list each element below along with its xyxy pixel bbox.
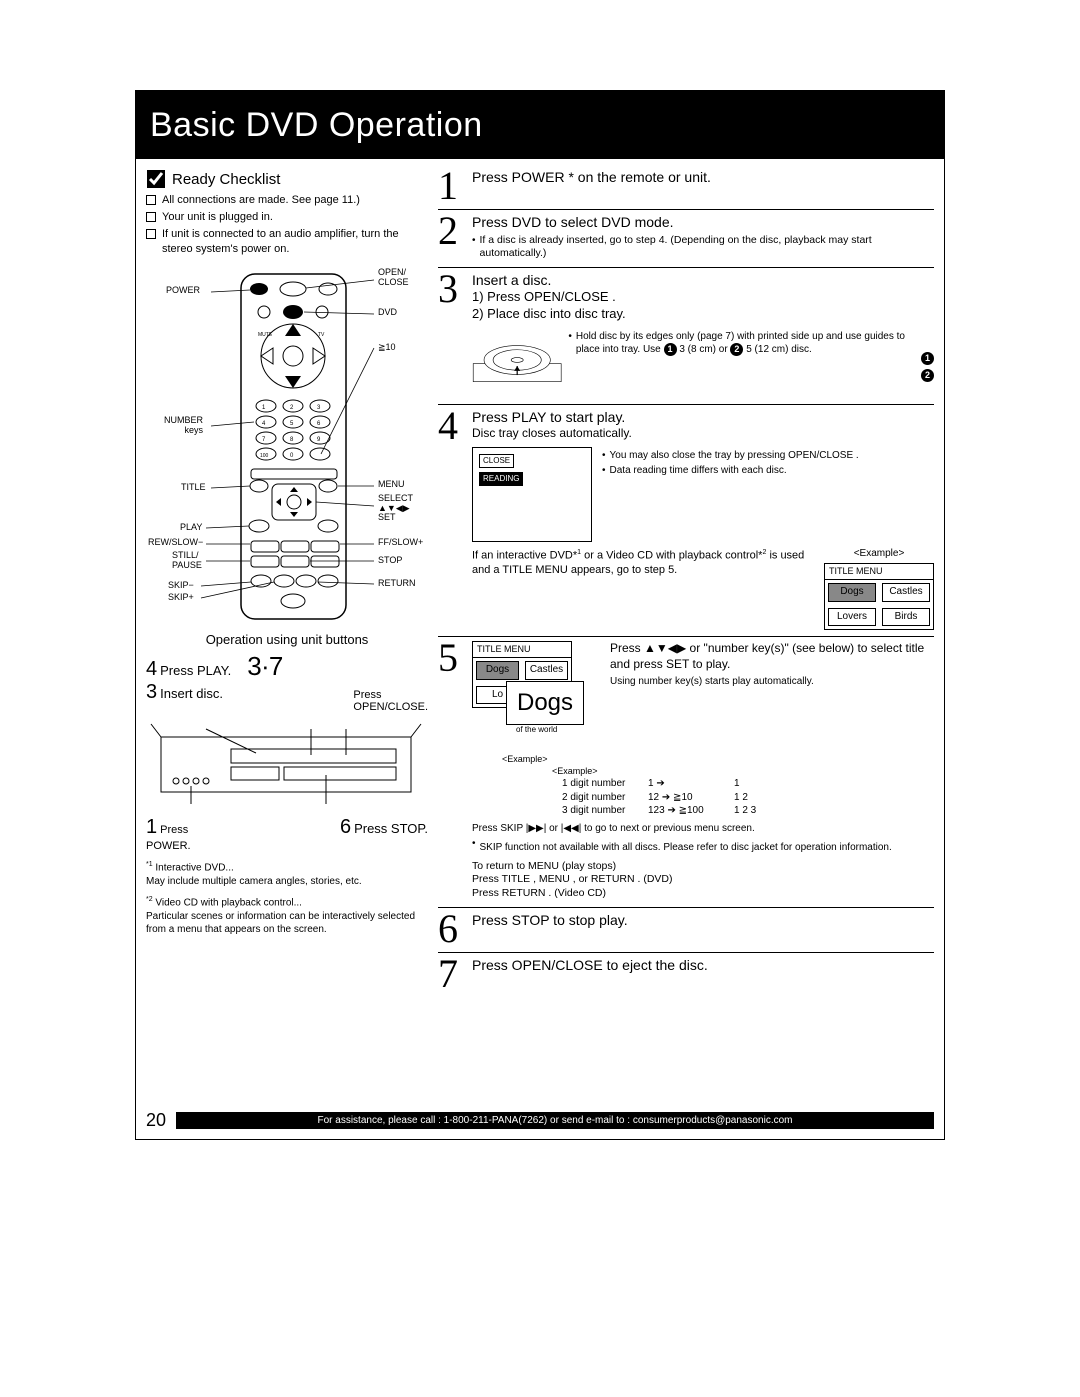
remote-label-title: TITLE: [181, 483, 206, 492]
svg-text:TV: TV: [318, 332, 325, 338]
digit-entry-example: <Example> 1 digit number1 ➔1 2 digit num…: [472, 765, 934, 818]
tv-screen-reading: CLOSE READING: [472, 447, 592, 542]
remote-label-return: RETURN: [378, 579, 416, 588]
disc-tray-diagram: Hold disc by its edges only (page 7) wit…: [472, 328, 934, 398]
checkmark-box-icon: [146, 169, 166, 189]
reading-tag: READING: [479, 472, 523, 486]
checklist-item: All connections are made. See page 11.): [146, 193, 428, 208]
footnote-2: *2 Video CD with playback control... Par…: [146, 895, 428, 937]
step5-menu-diagram: TITLE MENU Dogs Castles Lo Dogs of the w…: [472, 641, 602, 761]
remote-label-dvd: DVD: [378, 308, 397, 317]
remote-label-skip-plus: SKIP+: [168, 593, 194, 602]
checkbox-icon: [146, 212, 156, 222]
step-3: 3 Insert a disc. 1) Press OPEN/CLOSE . 2…: [438, 268, 934, 405]
remote-label-still-pause: STILL/ PAUSE: [172, 551, 202, 570]
remote-label-skip-minus: SKIP−: [168, 581, 194, 590]
checkbox-icon: [146, 229, 156, 239]
remote-label-menu: MENU: [378, 480, 405, 489]
svg-text:100: 100: [260, 453, 269, 459]
remote-label-open-close: OPEN/ CLOSE: [378, 268, 409, 287]
title-menu-example: <Example> TITLE MENU Dogs Castles Lovers…: [824, 548, 934, 630]
remote-label-stop: STOP: [378, 556, 402, 565]
remote-svg: MUTE TV 123 456 789 1000: [146, 266, 431, 626]
page-number: 20: [146, 1110, 166, 1131]
ready-checklist-heading: Ready Checklist: [146, 169, 428, 189]
unit-buttons-section: Operation using unit buttons 4Press PLAY…: [146, 632, 428, 852]
unit-row-1: 4Press PLAY. 3∙7: [146, 651, 428, 682]
step-7: 7 Press OPEN/CLOSE to eject the disc.: [438, 953, 934, 997]
step4-interactive-note: If an interactive DVD*1 or a Video CD wi…: [472, 548, 814, 577]
left-column: Ready Checklist All connections are made…: [136, 159, 436, 997]
unit-row-2: 3Insert disc. Press OPEN/CLOSE.: [146, 682, 428, 713]
step-4: 4 Press PLAY to start play. Disc tray cl…: [438, 405, 934, 637]
circled-2-icon: 2: [730, 343, 743, 356]
remote-diagram: MUTE TV 123 456 789 1000: [146, 266, 428, 626]
remote-label-ff-slow: FF/SLOW+: [378, 538, 423, 547]
checkbox-icon: [146, 195, 156, 205]
page-title-bar: Basic DVD Operation: [136, 91, 944, 159]
svg-text:MUTE: MUTE: [258, 332, 273, 338]
footnote-1: *1 Interactive DVD... May include multip…: [146, 860, 428, 888]
unit-buttons-heading: Operation using unit buttons: [146, 632, 428, 647]
circled-2-icon: 2: [921, 369, 934, 382]
step-6: 6 Press STOP to stop play.: [438, 908, 934, 953]
remote-label-rew-slow: REW/SLOW−: [148, 538, 203, 547]
step-1: 1 Press POWER * on the remote or unit.: [438, 165, 934, 210]
remote-label-gte10: ≧10: [378, 343, 396, 352]
page-body: Ready Checklist All connections are made…: [136, 159, 944, 997]
remote-label-power: POWER: [166, 286, 200, 295]
step-5: 5 TITLE MENU Dogs Castles Lo: [438, 637, 934, 908]
page-title: Basic DVD Operation: [150, 106, 483, 145]
right-column: 1 Press POWER * on the remote or unit. 2…: [436, 159, 944, 997]
checklist-item: Your unit is plugged in.: [146, 210, 428, 225]
manual-page: Basic DVD Operation Ready Checklist All …: [135, 90, 945, 1140]
remote-label-number-keys: NUMBER keys: [164, 416, 203, 435]
disc-note: Hold disc by its edges only (page 7) wit…: [568, 328, 915, 356]
checklist-item: If unit is connected to an audio amplifi…: [146, 227, 428, 257]
page-footer: 20 For assistance, please call : 1-800-2…: [136, 1110, 944, 1131]
circled-1-icon: 1: [921, 352, 934, 365]
circled-1-icon: 1: [664, 343, 677, 356]
close-tag: CLOSE: [479, 454, 514, 468]
assistance-bar: For assistance, please call : 1-800-211-…: [176, 1112, 934, 1129]
footnotes: *1 Interactive DVD... May include multip…: [146, 860, 428, 936]
unit-front-diagram: [146, 719, 428, 817]
step-2: 2 Press DVD to select DVD mode. If a dis…: [438, 210, 934, 268]
remote-label-play: PLAY: [180, 523, 202, 532]
remote-label-select: SELECT ▲▼◀▶ SET: [378, 494, 413, 522]
unit-row-3: 1Press POWER. 6Press STOP.: [146, 817, 428, 852]
